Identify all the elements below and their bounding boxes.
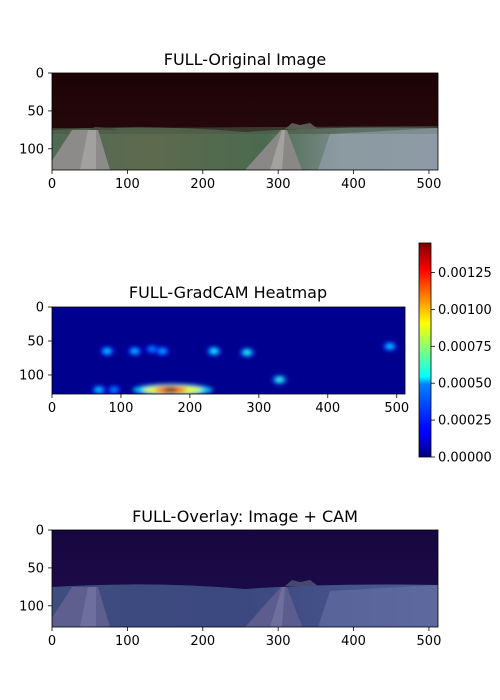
y-tick-label: 0 xyxy=(36,301,44,316)
x-tick-label: 200 xyxy=(177,401,202,416)
panel3-title: FULL-Overlay: Image + CAM xyxy=(132,507,358,526)
x-tick-label: 300 xyxy=(266,634,291,649)
x-tick-label: 400 xyxy=(315,401,340,416)
heatmap-hotspot xyxy=(131,348,139,354)
colorbar-tick-label: 0.00025 xyxy=(438,414,492,429)
x-tick-label: 400 xyxy=(341,177,366,192)
y-tick-label: 100 xyxy=(19,599,44,614)
x-tick-label: 200 xyxy=(190,634,215,649)
panel1-frame xyxy=(51,72,439,171)
y-tick-label: 50 xyxy=(27,104,44,119)
panel1-title: FULL-Original Image xyxy=(164,50,326,69)
x-tick-label: 0 xyxy=(48,634,56,649)
y-tick-label: 0 xyxy=(36,67,44,82)
heatmap-hotspot xyxy=(103,348,111,354)
panel-gradcam-heatmap: FULL-GradCAM Heatmap 0 100 200 300 400 500 0 50… xyxy=(19,242,492,466)
x-tick-label: 0 xyxy=(48,177,56,192)
heatmap-hotspot xyxy=(95,387,103,393)
panel1-axes: 0 100 200 300 400 500 0 50 100 xyxy=(19,67,441,193)
colorbar-tick-label: 0.00050 xyxy=(438,377,492,392)
x-tick-label: 300 xyxy=(246,401,271,416)
x-tick-label: 300 xyxy=(266,177,291,192)
panel2-title: FULL-GradCAM Heatmap xyxy=(129,283,327,302)
heatmap-hotspot xyxy=(243,350,251,356)
panel-overlay: FULL-Overlay: Image + CAM 0 100 200 300 400 5… xyxy=(19,507,441,649)
colorbar-ticks: 0.00000 0.00025 0.00050 0.00075 0.00100 0.001… xyxy=(431,266,492,466)
colorbar-gradient xyxy=(419,243,431,457)
colorbar-tick-label: 0.00075 xyxy=(438,340,492,355)
y-tick-label: 100 xyxy=(19,142,44,157)
heatmap-hotspot xyxy=(276,377,284,383)
heatmap-hotspot xyxy=(163,387,178,393)
colorbar-frame xyxy=(418,242,432,458)
heatmap-hotspot xyxy=(148,346,156,352)
heatmap-hotspot xyxy=(386,343,394,349)
panel-original-image: FULL-Original Image 0 100 200 300 400 500 0 50 1… xyxy=(19,50,441,192)
heatmap-image xyxy=(52,307,405,394)
x-tick-label: 500 xyxy=(417,634,442,649)
panel3-axes: 0 100 200 300 400 500 0 50 100 xyxy=(19,524,441,650)
panel2-frame xyxy=(51,306,406,395)
heatmap-hotspot xyxy=(210,348,218,354)
y-tick-label: 50 xyxy=(27,561,44,576)
x-tick-label: 200 xyxy=(190,177,215,192)
x-tick-label: 0 xyxy=(48,401,56,416)
original-image xyxy=(52,73,438,170)
heatmap-hotspot xyxy=(158,348,166,354)
colorbar-tick-label: 0.00125 xyxy=(438,266,492,281)
y-tick-label: 50 xyxy=(27,334,44,349)
x-tick-label: 500 xyxy=(417,177,442,192)
overlay-image xyxy=(52,530,438,627)
x-tick-label: 100 xyxy=(109,401,134,416)
x-tick-label: 500 xyxy=(384,401,409,416)
panel2-axes: 0 100 200 300 400 500 0 50 100 xyxy=(19,301,409,417)
heatmap-hotspots xyxy=(91,341,397,394)
colorbar: 0.00000 0.00025 0.00050 0.00075 0.00100 0.001… xyxy=(418,242,492,466)
x-tick-label: 100 xyxy=(115,634,140,649)
panel3-frame xyxy=(51,529,439,628)
colorbar-tick-label: 0.00000 xyxy=(438,451,492,466)
x-tick-label: 100 xyxy=(115,177,140,192)
y-tick-label: 100 xyxy=(19,368,44,383)
x-tick-label: 400 xyxy=(341,634,366,649)
heatmap-hotspot xyxy=(110,387,118,393)
colorbar-tick-label: 0.00100 xyxy=(438,303,492,318)
y-tick-label: 0 xyxy=(36,524,44,539)
